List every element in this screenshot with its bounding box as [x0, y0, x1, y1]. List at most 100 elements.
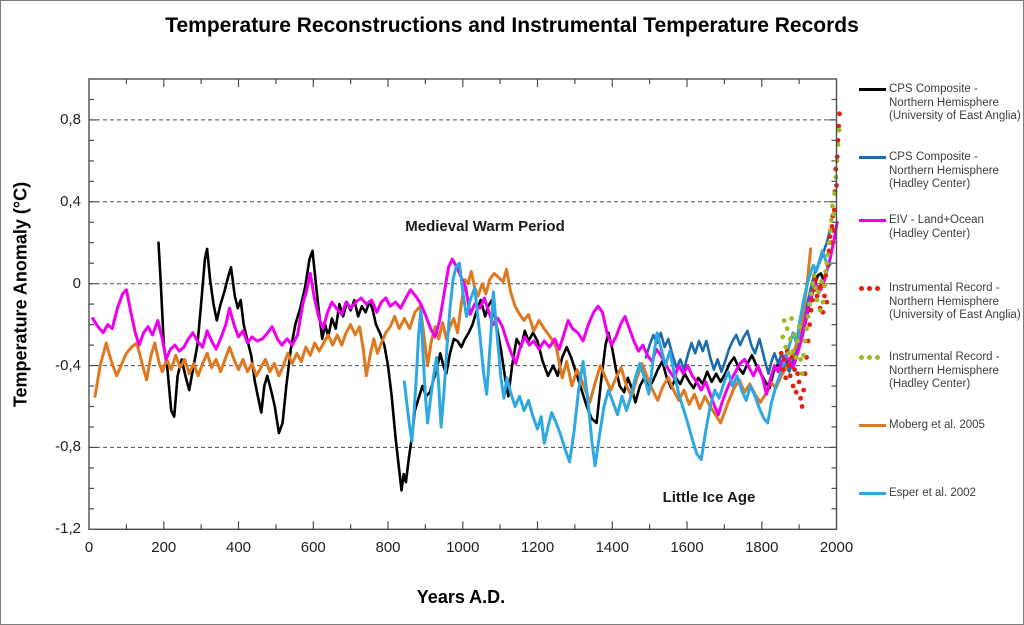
- annotation-medieval-warm-period: Medieval Warm Period: [405, 218, 565, 235]
- data-dot: [789, 316, 794, 321]
- legend-dotted-marker-icon: [859, 351, 889, 360]
- y-tick-label: -0,4: [55, 356, 81, 374]
- data-dot: [798, 395, 803, 401]
- data-dot: [836, 123, 842, 129]
- legend-dot: [867, 286, 872, 291]
- legend-line: [859, 492, 886, 495]
- x-tick-label: 1000: [446, 539, 480, 556]
- annotation-little-ice-age: Little Ice Age: [662, 489, 756, 506]
- data-dot: [810, 281, 815, 287]
- data-dot: [828, 217, 834, 223]
- legend-label: CPS Composite - Northern Hemisphere (Had…: [889, 151, 999, 190]
- legend-label: Moberg et al. 2005: [889, 419, 985, 431]
- legend-dot: [859, 355, 864, 360]
- data-dot: [796, 324, 802, 330]
- data-dot: [787, 373, 793, 379]
- legend-line-marker-icon: [859, 419, 889, 427]
- data-dot: [831, 211, 836, 217]
- series-dots-inst_hadley: [780, 127, 842, 377]
- x-tick-label: 1200: [520, 539, 555, 556]
- data-dot: [827, 234, 833, 240]
- legend-label: Instrumental Record - Northern Hemispher…: [889, 282, 1021, 321]
- series-line-eiv: [91, 220, 839, 417]
- data-dot: [781, 318, 787, 323]
- data-dot: [786, 363, 792, 368]
- data-dot: [830, 203, 835, 209]
- data-dot: [784, 326, 790, 332]
- data-dot: [781, 357, 787, 362]
- data-dot: [819, 279, 824, 284]
- data-dot: [813, 285, 818, 291]
- data-dot: [799, 404, 805, 409]
- data-dot: [814, 297, 820, 303]
- data-dot: [822, 283, 827, 289]
- data-dot: [824, 260, 830, 266]
- data-dot: [790, 383, 796, 389]
- data-dot: [832, 191, 837, 197]
- data-dot: [795, 371, 800, 377]
- data-dot: [804, 326, 809, 332]
- data-dot: [789, 355, 794, 360]
- data-dot: [826, 248, 832, 254]
- y-tick-label: -1,2: [55, 520, 81, 538]
- legend-dot: [875, 355, 880, 360]
- data-dot: [801, 352, 806, 358]
- x-axis-title: Years A.D.: [416, 587, 506, 607]
- x-tick-label: 2000: [819, 539, 854, 556]
- x-tick-label: 1400: [595, 539, 629, 556]
- data-dot: [814, 293, 820, 299]
- data-dot: [793, 389, 799, 395]
- data-dot: [790, 348, 796, 354]
- series-line-cps_uea: [157, 241, 825, 492]
- data-dot: [836, 127, 842, 133]
- data-dot: [823, 269, 829, 274]
- data-dot: [837, 111, 842, 117]
- data-dot: [826, 240, 832, 246]
- data-dot: [831, 207, 837, 213]
- legend-dot: [859, 286, 864, 291]
- legend-dotted-marker-icon: [859, 282, 889, 291]
- data-dot: [831, 228, 836, 233]
- legend-item-cps_hadley: CPS Composite - Northern Hemisphere (Had…: [859, 151, 1021, 192]
- data-dot: [807, 301, 812, 307]
- y-tick-label: 0,4: [60, 192, 81, 210]
- data-dot: [829, 224, 835, 229]
- data-dot: [816, 289, 821, 295]
- data-dot: [795, 338, 800, 344]
- data-dot: [808, 307, 814, 313]
- data-dot: [811, 273, 817, 278]
- data-dot: [780, 367, 786, 372]
- legend-item-esper: Esper et al. 2002: [859, 487, 1021, 501]
- legend-line: [859, 424, 886, 427]
- legend-dot: [875, 286, 880, 291]
- data-dot: [827, 228, 833, 233]
- legend-item-moberg: Moberg et al. 2005: [859, 419, 1021, 433]
- x-tick-label: 0: [84, 539, 94, 556]
- data-dot: [820, 299, 826, 305]
- legend-line: [859, 219, 886, 222]
- legend-line-marker-icon: [859, 214, 889, 222]
- legend-dot: [867, 355, 872, 360]
- legend-item-inst_hadley: Instrumental Record - Northern Hemispher…: [859, 351, 1021, 392]
- data-dot: [824, 299, 830, 305]
- series-line-esper: [402, 249, 833, 468]
- legend-item-eiv: EIV - Land+Ocean (Hadley Center): [859, 214, 1021, 241]
- legend-item-cps_uea: CPS Composite - Northern Hemisphere (Uni…: [859, 83, 1021, 124]
- y-tick-label: 0: [72, 274, 81, 292]
- data-dot: [780, 334, 786, 340]
- legend-line: [859, 88, 886, 91]
- data-dot: [822, 293, 827, 299]
- legend-line-marker-icon: [859, 487, 889, 495]
- legend-item-inst_uea: Instrumental Record - Northern Hemispher…: [859, 282, 1021, 323]
- data-dot: [801, 387, 806, 393]
- data-dot: [783, 375, 789, 381]
- data-dot: [813, 277, 818, 282]
- legend-label: Esper et al. 2002: [889, 487, 976, 499]
- chart-title: Temperature Reconstructions and Instrume…: [165, 14, 859, 37]
- data-dot: [792, 367, 797, 372]
- x-tick-label: 1800: [745, 539, 779, 556]
- data-dot: [817, 307, 823, 313]
- plot-border: [88, 78, 838, 530]
- x-tick-label: 800: [375, 539, 401, 556]
- data-dot: [793, 355, 799, 360]
